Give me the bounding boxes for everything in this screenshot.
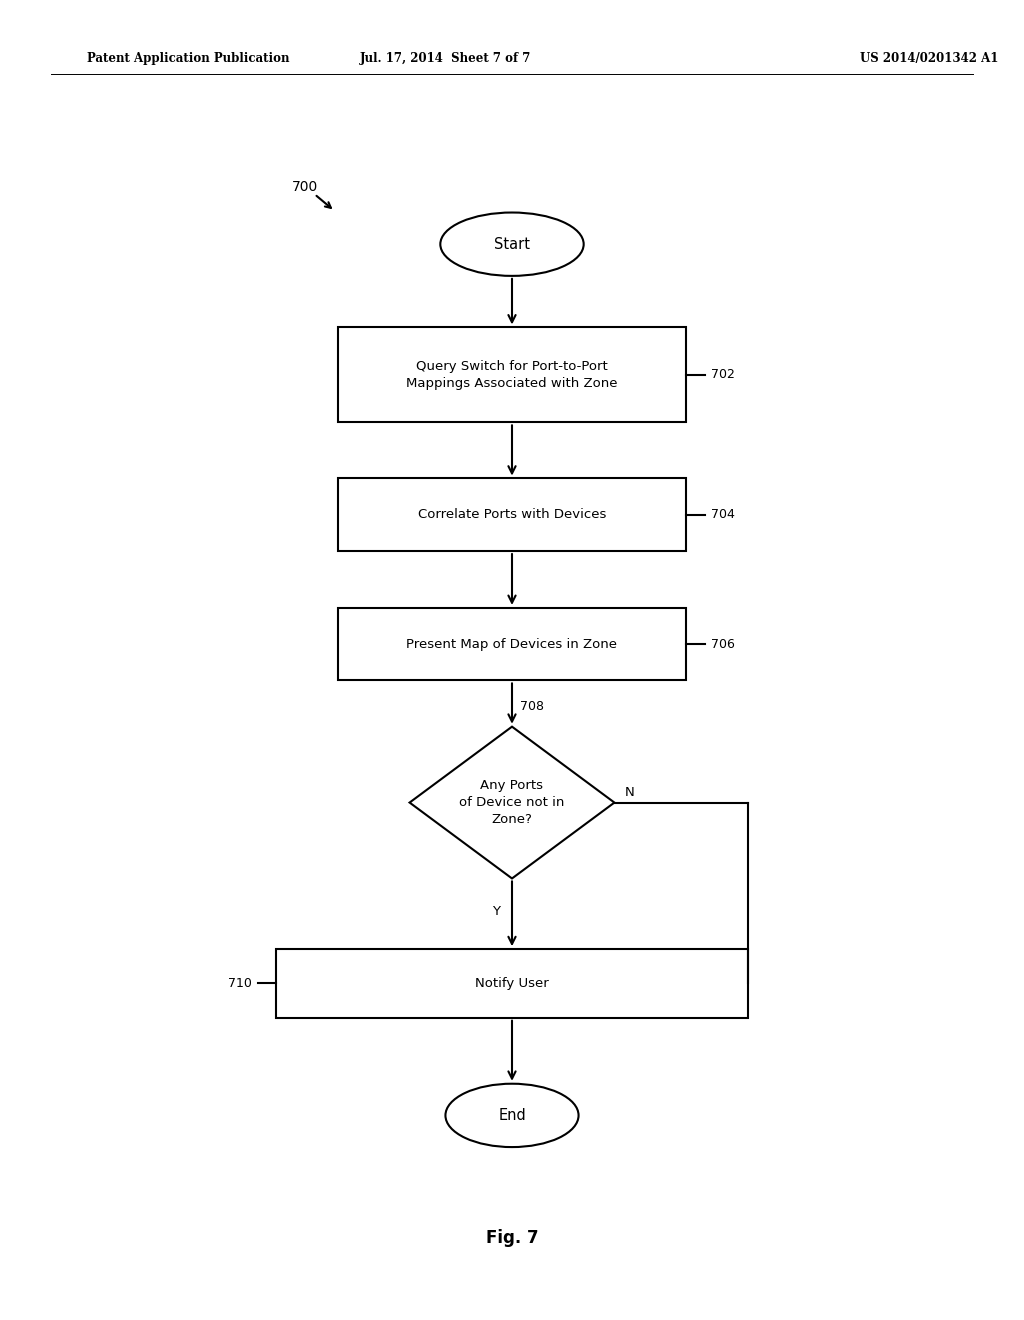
Polygon shape xyxy=(410,726,614,879)
Bar xyxy=(338,327,686,422)
Text: US 2014/0201342 A1: US 2014/0201342 A1 xyxy=(860,51,998,65)
Text: Query Switch for Port-to-Port
Mappings Associated with Zone: Query Switch for Port-to-Port Mappings A… xyxy=(407,360,617,389)
Text: Y: Y xyxy=(492,906,500,917)
Ellipse shape xyxy=(445,1084,579,1147)
Text: Any Ports
of Device not in
Zone?: Any Ports of Device not in Zone? xyxy=(460,779,564,826)
Text: 708: 708 xyxy=(520,701,544,713)
Text: Start: Start xyxy=(494,236,530,252)
Text: 706: 706 xyxy=(711,638,734,651)
Text: 710: 710 xyxy=(228,977,252,990)
Text: N: N xyxy=(625,785,635,799)
Text: 700: 700 xyxy=(292,181,318,194)
Text: Present Map of Devices in Zone: Present Map of Devices in Zone xyxy=(407,638,617,651)
Text: 704: 704 xyxy=(711,508,734,521)
Bar xyxy=(338,479,686,552)
Text: Patent Application Publication: Patent Application Publication xyxy=(87,51,290,65)
Text: Jul. 17, 2014  Sheet 7 of 7: Jul. 17, 2014 Sheet 7 of 7 xyxy=(359,51,531,65)
Text: Correlate Ports with Devices: Correlate Ports with Devices xyxy=(418,508,606,521)
Text: Fig. 7: Fig. 7 xyxy=(485,1229,539,1247)
Text: Notify User: Notify User xyxy=(475,977,549,990)
Ellipse shape xyxy=(440,213,584,276)
Text: End: End xyxy=(498,1107,526,1123)
Bar xyxy=(338,607,686,681)
Text: 702: 702 xyxy=(711,368,734,381)
Bar xyxy=(276,949,748,1018)
